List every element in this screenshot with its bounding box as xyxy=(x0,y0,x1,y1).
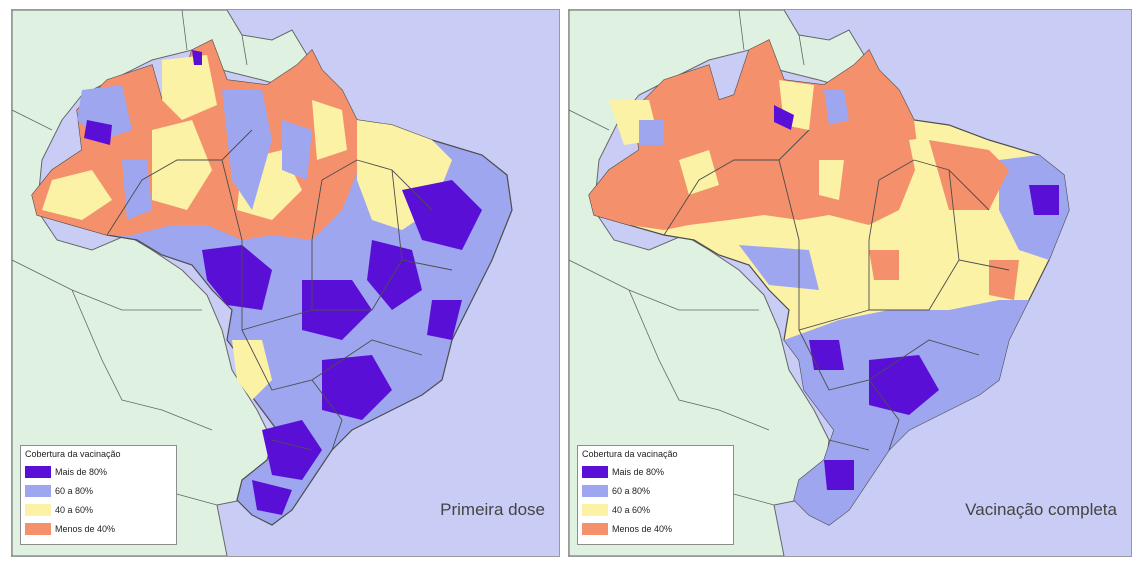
legend-swatch xyxy=(582,522,608,535)
legend-item-60-a-80: 60 a 80% xyxy=(25,484,93,497)
legend-item-menos-de-40: Menos de 40% xyxy=(582,522,672,535)
map-primeira-dose xyxy=(12,10,513,556)
panel-label-primeira-dose: Primeira dose xyxy=(440,500,545,519)
region-north-yellow xyxy=(42,55,347,220)
legend-title: Cobertura da vacinação xyxy=(582,449,678,459)
legend-label: Mais de 80% xyxy=(55,466,108,477)
state-borders xyxy=(106,129,453,451)
region-orange-east xyxy=(869,140,1019,300)
legend-title: Cobertura da vacinação xyxy=(25,449,121,459)
map-vacinacao-completa xyxy=(569,10,1070,556)
map-panel-vacinacao-completa: Cobertura da vacinação Mais de 80% 60 a … xyxy=(568,9,1132,557)
legend-swatch xyxy=(582,484,608,497)
legend-label: Menos de 40% xyxy=(55,523,116,534)
state-borders xyxy=(663,129,1010,451)
region-north-blue xyxy=(639,90,849,145)
legend-swatch xyxy=(25,522,51,535)
legend-label: 40 a 60% xyxy=(612,504,651,515)
legend-item-menos-de-40: Menos de 40% xyxy=(25,522,115,535)
legend-item-60-a-80: 60 a 80% xyxy=(582,484,650,497)
legend: Cobertura da vacinação Mais de 80% 60 a … xyxy=(577,445,734,545)
legend-label: 60 a 80% xyxy=(612,485,651,496)
legend-label: Menos de 40% xyxy=(612,523,673,534)
legend-item-mais-de-80: Mais de 80% xyxy=(25,465,107,478)
legend: Cobertura da vacinação Mais de 80% 60 a … xyxy=(20,445,177,545)
region-yellow-centerwest xyxy=(232,340,272,400)
panel-label-vacinacao-completa: Vacinação completa xyxy=(965,500,1117,519)
legend-swatch xyxy=(25,484,51,497)
legend-swatch xyxy=(582,503,608,516)
region-purple-patches xyxy=(202,180,482,515)
legend-item-mais-de-80: Mais de 80% xyxy=(582,465,664,478)
map-panel-primeira-dose: Cobertura da vacinação Mais de 80% 60 a … xyxy=(11,9,560,557)
legend-label: Mais de 80% xyxy=(612,466,665,477)
legend-swatch xyxy=(25,465,51,478)
legend-label: 60 a 80% xyxy=(55,485,94,496)
region-north-purple xyxy=(774,105,794,130)
legend-label: 40 a 60% xyxy=(55,504,94,515)
legend-swatch xyxy=(25,503,51,516)
region-north-blue xyxy=(77,85,312,220)
region-north-purple xyxy=(84,50,202,145)
legend-swatch xyxy=(582,465,608,478)
region-northeast-blue xyxy=(739,155,1069,290)
region-north-yellow xyxy=(609,80,959,200)
legend-item-40-a-60: 40 a 60% xyxy=(582,503,650,516)
legend-item-40-a-60: 40 a 60% xyxy=(25,503,93,516)
